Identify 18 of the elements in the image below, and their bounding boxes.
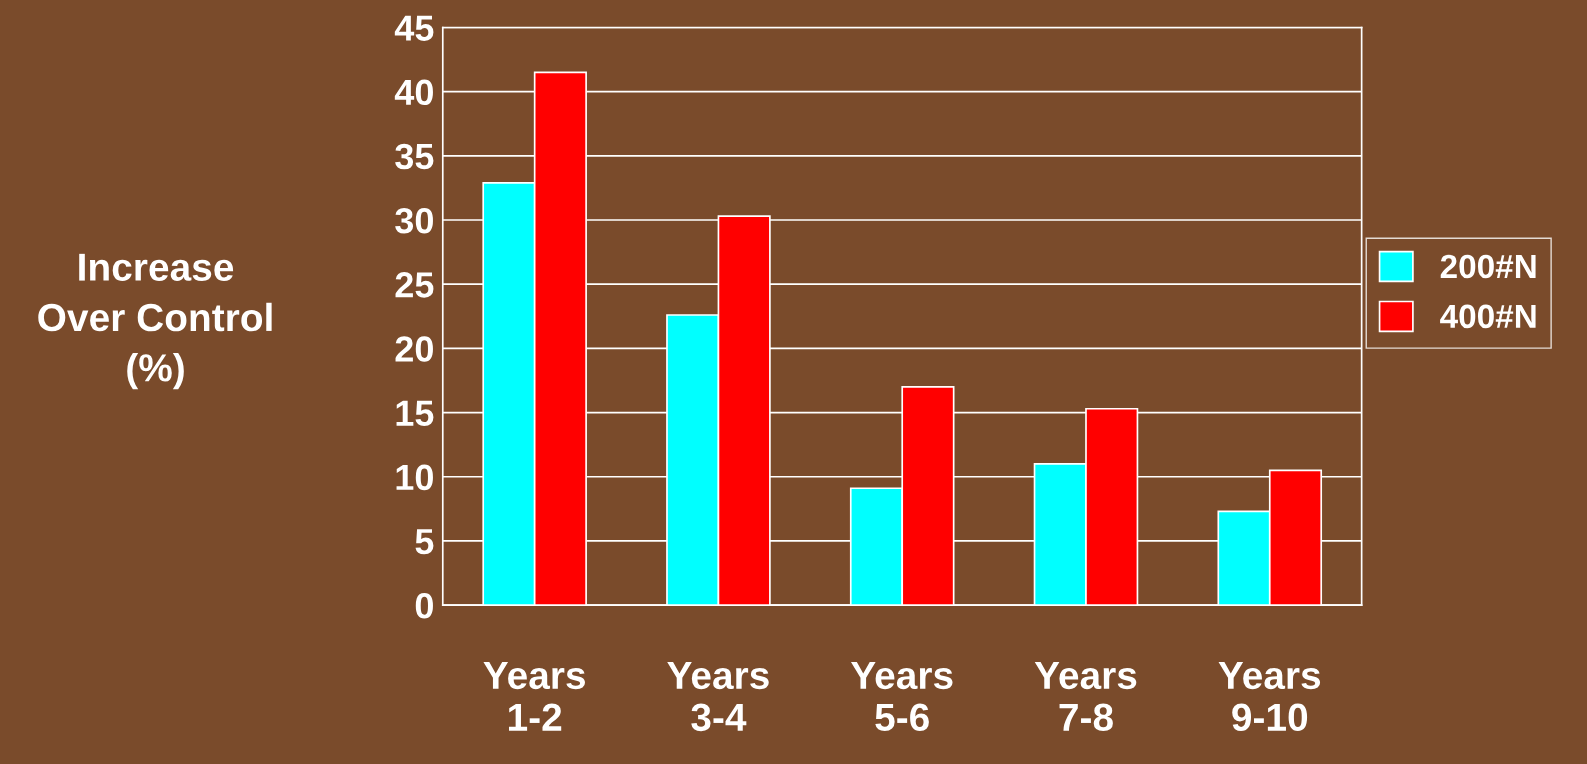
y-tick-label: 35: [395, 143, 434, 170]
x-tick-label: Years 3-4: [667, 662, 769, 732]
y-tick-label: 25: [395, 272, 434, 298]
y-tick-label: 40: [394, 79, 433, 106]
y-tick-label: 5: [415, 529, 434, 555]
y-tick-label: 20: [395, 336, 433, 362]
y-tick-label: 0: [415, 592, 433, 619]
x-tick-label: Years 5-6: [850, 662, 953, 732]
x-tick-label: Years 1-2: [483, 662, 585, 731]
y-tick-label: 15: [396, 400, 434, 426]
y-tick-label: 10: [396, 464, 433, 491]
x-tick-label: Years 7-8: [1034, 662, 1137, 732]
y-tick-label: 30: [395, 207, 433, 234]
legend-label: 400#N: [1440, 304, 1536, 329]
x-tick-label: Years 9-10: [1218, 662, 1321, 732]
y-tick-label: 45: [394, 15, 434, 41]
legend-label: 200#N: [1440, 254, 1536, 279]
y-axis-title: Increase Over Control (%): [38, 253, 272, 390]
